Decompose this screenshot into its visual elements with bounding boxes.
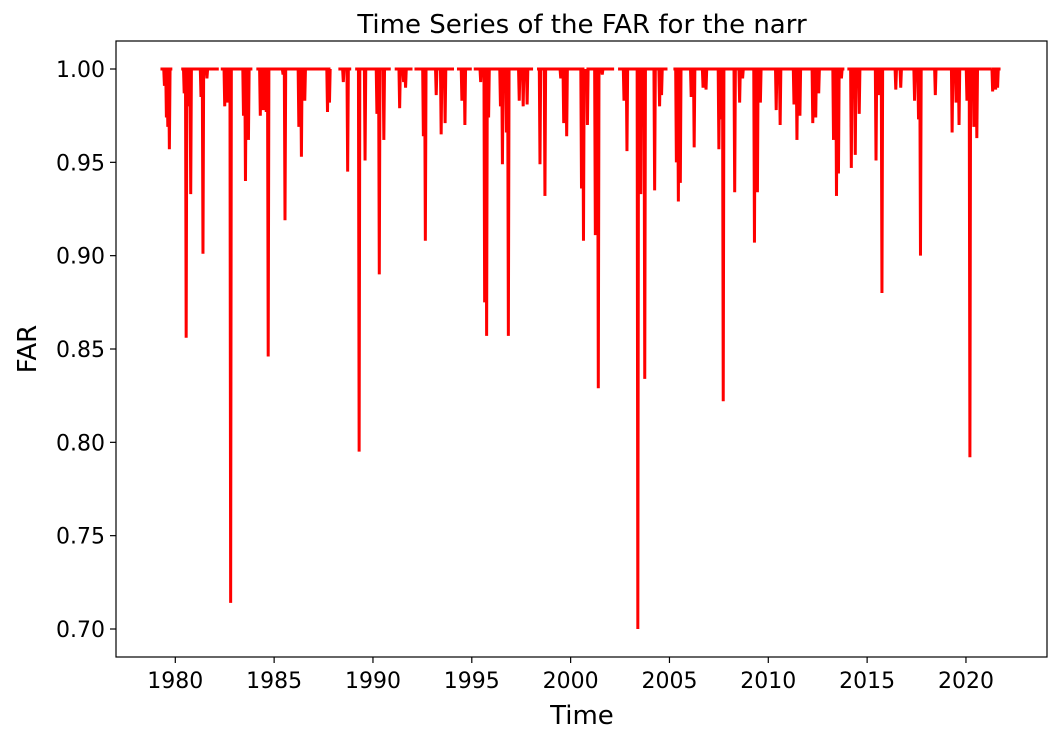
plot-area bbox=[160, 67, 1001, 630]
x-tick-label-2010: 2010 bbox=[740, 669, 796, 694]
x-tick-label-2015: 2015 bbox=[839, 669, 895, 694]
plot-frame bbox=[115, 40, 1048, 658]
y-tick-label-5: 0.95 bbox=[56, 151, 105, 176]
x-tick-label-1990: 1990 bbox=[345, 669, 401, 694]
series-line-segment-15 bbox=[990, 67, 1001, 92]
series-line-segment-5 bbox=[355, 67, 391, 452]
x-tick-label-1995: 1995 bbox=[444, 669, 500, 694]
series-line-segment-8 bbox=[456, 67, 472, 126]
series-line-segment-12 bbox=[618, 67, 668, 630]
y-tick-label-3: 0.85 bbox=[56, 338, 105, 363]
series-line-segment-13 bbox=[673, 67, 845, 402]
y-tick-label-1: 0.75 bbox=[56, 525, 105, 550]
series-line-segment-7 bbox=[414, 67, 455, 241]
x-tick-label-1980: 1980 bbox=[147, 669, 203, 694]
series-line-segment-4 bbox=[338, 67, 352, 172]
y-tick-label-0: 0.70 bbox=[56, 618, 105, 643]
y-tick-label-2: 0.80 bbox=[56, 431, 105, 456]
series-line-segment-3 bbox=[256, 67, 332, 357]
x-tick-label-2020: 2020 bbox=[938, 669, 994, 694]
y-axis-title: FAR bbox=[13, 325, 43, 373]
series-line-segment-1 bbox=[181, 67, 219, 338]
series-line-segment-2 bbox=[220, 67, 253, 603]
x-tick-label-1985: 1985 bbox=[246, 669, 302, 694]
x-axis-title: Time bbox=[549, 701, 614, 731]
series-line-segment-6 bbox=[394, 67, 413, 109]
x-tick-label-2000: 2000 bbox=[543, 669, 599, 694]
x-axis: 1980 1985 1990 1995 2000 2005 2010 2015 2020 bbox=[147, 657, 994, 694]
series-line-segment-14 bbox=[847, 67, 992, 458]
series-line-segment-0 bbox=[160, 67, 173, 150]
y-axis: 0.70 0.75 0.80 0.85 0.90 0.95 1.00 bbox=[56, 58, 116, 643]
chart-title: Time Series of the FAR for the narr bbox=[356, 10, 807, 40]
y-tick-label-4: 0.90 bbox=[56, 245, 105, 270]
y-tick-label-6: 1.00 bbox=[56, 58, 105, 83]
series-line-segment-10 bbox=[537, 67, 586, 241]
x-tick-label-2005: 2005 bbox=[641, 669, 697, 694]
series-line-segment-11 bbox=[585, 67, 615, 389]
series-line-segment-9 bbox=[473, 67, 534, 336]
